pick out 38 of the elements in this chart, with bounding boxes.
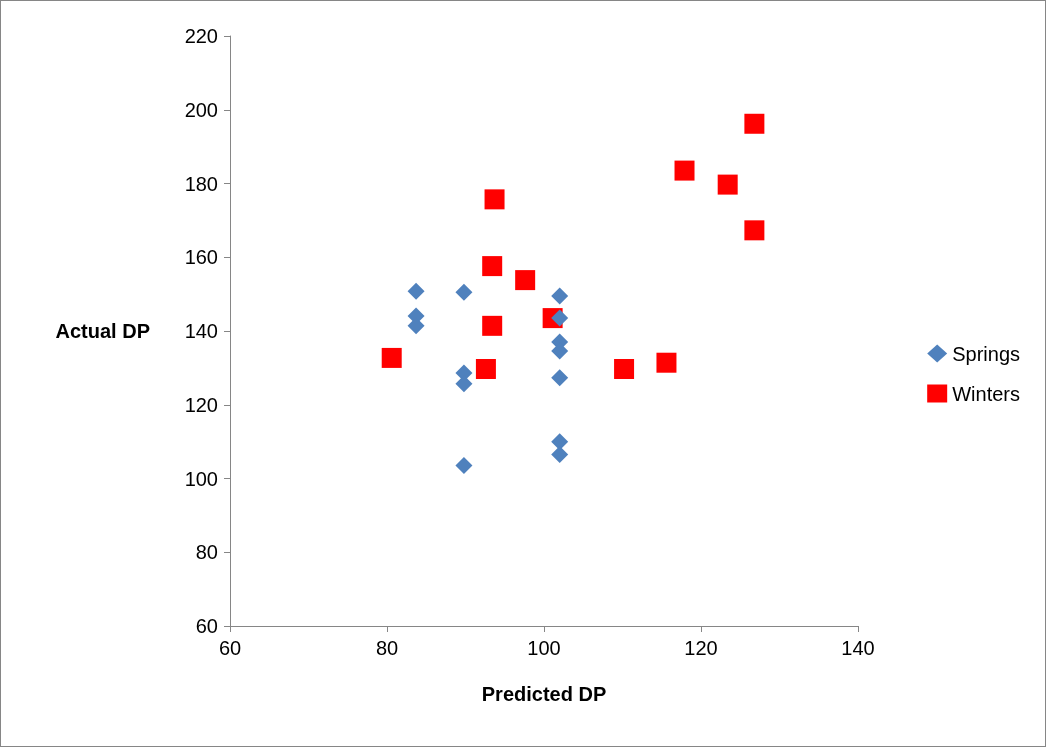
x-tick-label: 100 bbox=[527, 637, 561, 659]
y-tick-label: 160 bbox=[184, 246, 218, 269]
point bbox=[744, 220, 765, 241]
point bbox=[717, 174, 738, 195]
point bbox=[482, 256, 503, 277]
x-tick-label: 80 bbox=[375, 637, 399, 659]
y-tick-label: 140 bbox=[184, 320, 218, 342]
x-tick-label: 140 bbox=[841, 637, 875, 659]
legend-label: Winters bbox=[952, 382, 1020, 405]
y-tick-label: 60 bbox=[195, 615, 218, 637]
point bbox=[551, 446, 569, 464]
y-tick-label: 80 bbox=[195, 541, 218, 564]
point bbox=[381, 347, 402, 368]
point bbox=[515, 270, 536, 291]
point bbox=[455, 283, 473, 301]
point bbox=[551, 369, 569, 387]
point bbox=[744, 113, 765, 134]
legend-label: Springs bbox=[952, 342, 1020, 365]
x-tick-label: 60 bbox=[218, 637, 242, 659]
point bbox=[551, 287, 569, 305]
point bbox=[656, 352, 677, 373]
point bbox=[407, 282, 425, 300]
y-tick-label: 120 bbox=[184, 393, 218, 416]
y-tick-label: 220 bbox=[184, 25, 218, 47]
x-tick-label: 120 bbox=[684, 637, 718, 659]
y-axis-title: Actual DP bbox=[55, 320, 150, 342]
point bbox=[455, 457, 473, 475]
point bbox=[614, 358, 635, 379]
y-tick-label: 100 bbox=[184, 467, 218, 490]
point bbox=[551, 433, 569, 451]
point bbox=[484, 189, 505, 210]
point bbox=[482, 315, 503, 336]
y-tick-label: 200 bbox=[184, 98, 218, 121]
x-axis-title: Predicted DP bbox=[481, 683, 607, 705]
point bbox=[475, 358, 496, 379]
y-tick-label: 180 bbox=[184, 172, 218, 195]
point bbox=[551, 309, 569, 327]
point bbox=[674, 160, 695, 181]
